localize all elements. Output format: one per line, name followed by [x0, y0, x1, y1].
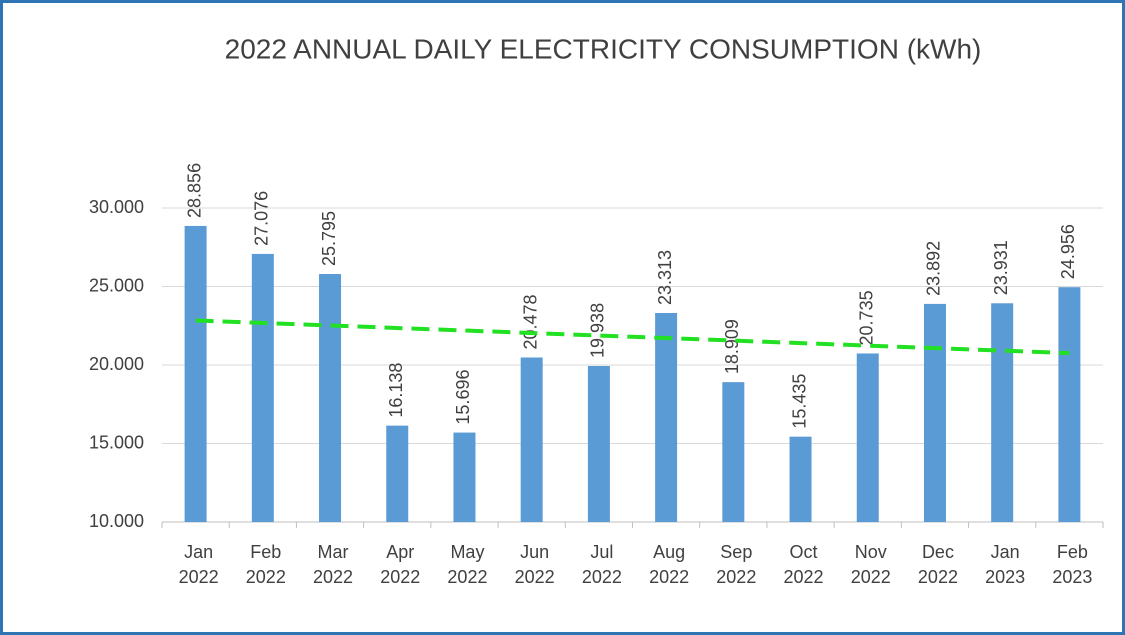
x-tick-label: May 2022 — [447, 542, 488, 587]
y-tick-label: 30.000 — [89, 197, 144, 217]
bar — [991, 303, 1014, 522]
chart: 2022 ANNUAL DAILY ELECTRICITY CONSUMPTIO… — [89, 33, 1104, 531]
bar — [722, 382, 745, 522]
bar — [587, 365, 610, 522]
value-label: 23.931 — [991, 240, 1011, 295]
value-label: 25.795 — [319, 211, 339, 266]
x-tick-label: Apr 2022 — [380, 542, 421, 587]
bar — [1058, 287, 1081, 522]
bar — [319, 274, 342, 522]
bar — [789, 436, 812, 522]
x-tick-label: Jun 2022 — [514, 542, 555, 587]
bar — [453, 432, 476, 522]
x-tick-label: Dec 2022 — [917, 542, 958, 587]
value-label: 23.892 — [924, 241, 944, 296]
value-label: 15.696 — [453, 370, 473, 425]
bar — [251, 253, 274, 522]
x-tick-label: Nov 2022 — [850, 542, 891, 587]
bar — [386, 425, 409, 522]
y-tick-label: 20.000 — [89, 354, 144, 374]
bar — [184, 225, 207, 522]
y-tick-label: 25.000 — [89, 275, 144, 295]
x-tick-label: Feb 2023 — [1052, 542, 1093, 587]
chart-title: 2022 ANNUAL DAILY ELECTRICITY CONSUMPTIO… — [225, 33, 982, 64]
value-label: 20.478 — [520, 294, 540, 349]
x-tick-label: Jan 2023 — [985, 542, 1026, 587]
value-label: 20.735 — [857, 290, 877, 345]
bar — [655, 312, 678, 522]
value-label: 27.076 — [252, 191, 272, 246]
value-label: 24.956 — [1058, 224, 1078, 279]
x-tick-label: Mar 2022 — [313, 542, 354, 587]
x-tick-label: Aug 2022 — [649, 542, 690, 587]
value-label: 15.435 — [789, 374, 809, 429]
x-tick-label: Feb 2022 — [245, 542, 286, 587]
value-label: 19.938 — [588, 303, 608, 358]
value-label: 28.856 — [184, 163, 204, 218]
y-tick-label: 10.000 — [89, 511, 144, 531]
trendline — [195, 318, 1070, 356]
x-tick-label: Oct 2022 — [783, 542, 824, 587]
bar — [520, 357, 543, 522]
bar — [923, 303, 946, 522]
value-label: 16.138 — [386, 363, 406, 418]
x-tick-label: Jul 2022 — [581, 542, 622, 587]
value-label: 18.909 — [722, 319, 742, 374]
x-tick-label: Sep 2022 — [716, 542, 757, 587]
y-tick-label: 15.000 — [89, 432, 144, 452]
bar — [856, 353, 879, 522]
x-tick-label: Jan 2022 — [178, 542, 219, 587]
value-label: 23.313 — [655, 250, 675, 305]
